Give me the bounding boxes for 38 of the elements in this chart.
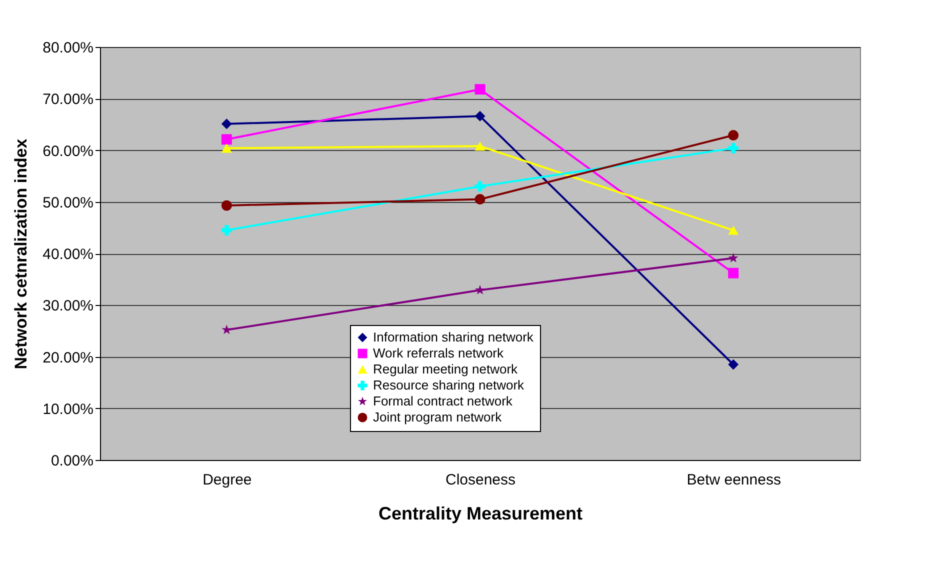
point: [728, 252, 738, 262]
point: [728, 142, 739, 154]
point: [221, 225, 232, 236]
point: [474, 110, 486, 122]
legend-label: Work referrals network: [373, 346, 504, 360]
point: [221, 118, 232, 130]
x-axis-title: Centrality Measurement: [378, 504, 583, 524]
point: [728, 130, 739, 141]
legend-label: Resource sharing network: [373, 378, 525, 392]
x-tick-label: Betw eenness: [686, 472, 781, 488]
y-tick-label: 40.00%: [42, 246, 94, 263]
legend-label: Formal contract network: [373, 394, 513, 408]
y-tick-label: 60.00%: [42, 142, 94, 160]
point: [475, 284, 485, 294]
y-tick-label: 20.00%: [42, 349, 94, 366]
x-tick-label: Closeness: [445, 472, 516, 488]
legend-label: Information sharing network: [373, 330, 534, 344]
point: [474, 84, 486, 95]
point: [474, 142, 486, 151]
y-axis-title: Network cetnralization index: [12, 138, 31, 370]
y-tick-label: 70.00%: [42, 91, 94, 108]
point: [728, 226, 739, 235]
y-tick-label: 30.00%: [42, 298, 94, 315]
y-tick-label: 80.00%: [42, 40, 94, 56]
point: [728, 359, 739, 370]
point: [474, 194, 486, 205]
point: [474, 181, 486, 192]
y-tick-label: 10.00%: [42, 400, 94, 418]
x-tick-label: Degree: [202, 472, 252, 488]
y-tick-label: 0.00%: [50, 452, 94, 470]
legend-label: Regular meeting network: [373, 362, 518, 376]
y-tick-label: 50.00%: [42, 194, 94, 212]
point: [728, 268, 739, 278]
point: [222, 324, 232, 334]
point: [221, 134, 232, 145]
point: [221, 144, 232, 153]
legend-label: Joint program network: [373, 410, 502, 424]
point: [221, 200, 232, 211]
